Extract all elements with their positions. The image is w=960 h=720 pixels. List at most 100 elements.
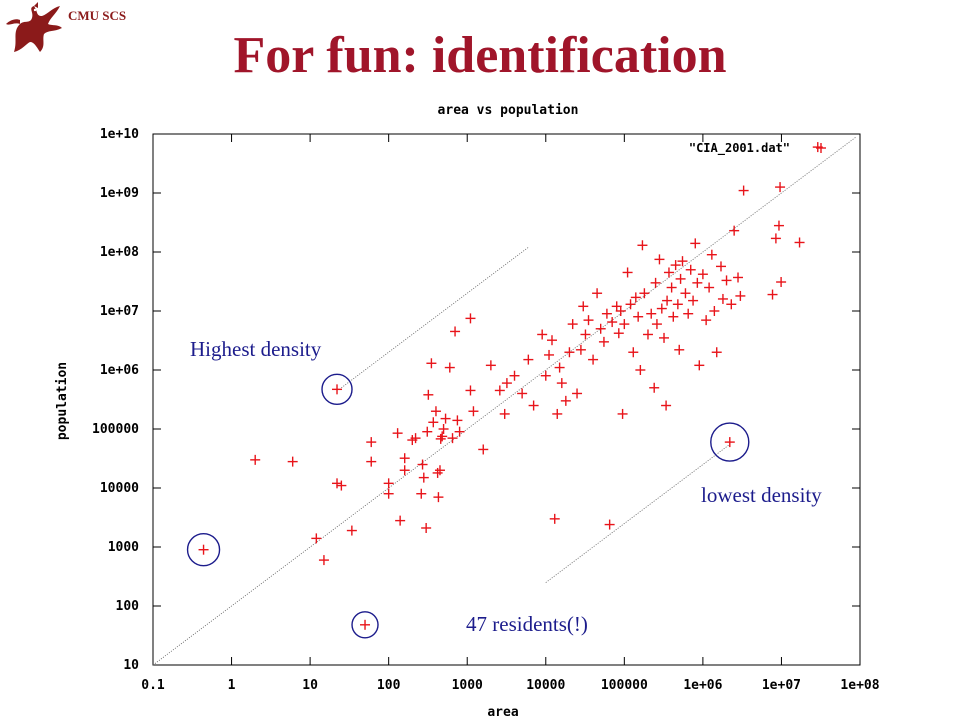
data-point xyxy=(528,400,539,411)
data-point xyxy=(654,254,665,265)
data-point xyxy=(709,306,720,316)
data-point xyxy=(437,431,448,442)
data-point xyxy=(674,344,685,355)
x-tick-label: 10000 xyxy=(526,678,565,693)
data-point xyxy=(422,426,433,437)
data-point xyxy=(642,329,653,340)
data-point xyxy=(651,319,662,330)
data-point xyxy=(617,408,628,419)
data-point xyxy=(438,424,449,434)
data-point xyxy=(552,408,563,419)
data-point xyxy=(549,513,560,524)
data-point xyxy=(738,185,749,196)
data-point xyxy=(733,272,744,283)
data-point xyxy=(556,378,567,389)
annotation-highest-density: Highest density xyxy=(190,337,322,361)
data-point xyxy=(672,299,683,310)
y-tick-label: 1e+07 xyxy=(100,304,139,319)
data-point xyxy=(366,456,377,467)
data-point xyxy=(383,478,394,489)
data-point xyxy=(724,437,735,448)
data-point xyxy=(572,388,583,399)
data-point xyxy=(360,619,371,630)
data-point xyxy=(468,406,479,417)
data-point xyxy=(775,182,786,193)
data-point xyxy=(633,311,644,322)
data-point xyxy=(690,238,701,249)
data-point xyxy=(604,519,615,530)
data-point xyxy=(485,360,496,371)
data-point xyxy=(546,335,557,346)
data-point xyxy=(701,315,712,326)
data-point xyxy=(578,301,589,312)
y-tick-label: 1e+09 xyxy=(100,186,139,201)
data-point xyxy=(540,370,551,381)
data-point xyxy=(416,488,427,499)
data-point xyxy=(625,299,636,310)
chart-title: area vs population xyxy=(438,103,579,118)
data-point xyxy=(383,488,394,499)
x-tick-label: 1e+07 xyxy=(762,678,801,693)
data-point xyxy=(717,293,728,304)
data-point xyxy=(663,267,674,278)
data-point xyxy=(399,465,410,476)
data-point xyxy=(430,406,441,417)
data-point xyxy=(523,354,534,365)
data-point xyxy=(668,311,679,322)
data-point xyxy=(677,256,688,267)
data-point xyxy=(433,492,444,503)
data-point xyxy=(583,315,594,326)
y-tick-label: 1e+10 xyxy=(100,127,139,142)
data-point xyxy=(410,433,421,444)
y-tick-label: 10000 xyxy=(100,481,139,496)
data-point xyxy=(601,308,612,319)
data-point xyxy=(418,472,429,483)
data-point xyxy=(607,317,618,328)
data-point xyxy=(537,329,548,340)
data-points xyxy=(198,142,823,630)
data-point xyxy=(332,384,343,395)
data-point xyxy=(650,277,661,288)
data-point xyxy=(366,437,377,448)
data-point xyxy=(332,478,343,489)
data-point xyxy=(392,428,403,439)
annotation-lowest-density: lowest density xyxy=(701,483,822,507)
data-point xyxy=(706,249,717,260)
data-point xyxy=(454,426,465,437)
plot-frame xyxy=(152,133,861,666)
y-tick-label: 1e+06 xyxy=(100,363,139,378)
data-point xyxy=(666,282,677,293)
highest-density-circle xyxy=(321,373,353,406)
highlight-circles xyxy=(186,373,750,639)
y-tick-label: 100000 xyxy=(92,422,139,437)
data-point xyxy=(729,225,740,236)
high-density-line xyxy=(341,247,529,389)
data-point xyxy=(697,269,708,280)
data-point xyxy=(770,233,781,244)
data-point xyxy=(287,456,298,467)
data-point xyxy=(715,261,726,272)
data-point xyxy=(619,319,630,330)
x-tick-label: 100000 xyxy=(601,678,648,693)
data-point xyxy=(721,275,732,286)
x-tick-label: 1e+08 xyxy=(840,678,879,693)
data-point xyxy=(450,326,461,337)
data-point xyxy=(711,347,722,358)
data-point xyxy=(592,288,603,299)
data-point xyxy=(670,260,681,271)
data-point xyxy=(726,299,737,310)
data-point xyxy=(694,360,705,371)
data-point xyxy=(692,277,703,288)
data-point xyxy=(630,292,641,303)
data-point xyxy=(575,344,586,355)
x-tick-label: 1000 xyxy=(452,678,483,693)
data-point xyxy=(501,378,512,389)
data-point xyxy=(554,362,565,373)
data-point xyxy=(465,313,476,324)
data-point xyxy=(683,308,694,319)
y-tick-label: 1e+08 xyxy=(100,245,139,260)
data-point xyxy=(812,142,823,153)
data-point xyxy=(580,329,591,340)
y-axis-label: population xyxy=(55,362,70,440)
